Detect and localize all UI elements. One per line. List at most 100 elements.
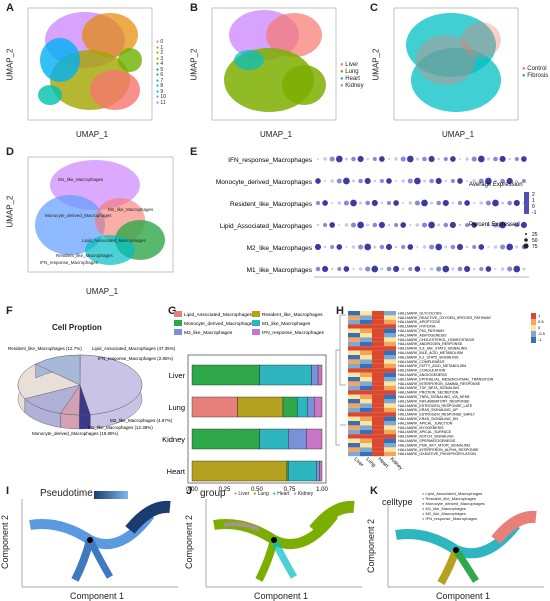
heat-scale-tick: -0.5 xyxy=(538,331,546,336)
legend-dot: ● xyxy=(234,491,239,497)
dot xyxy=(401,244,406,250)
panel-a-xlabel: UMAP_1 xyxy=(76,130,109,139)
heatmap-cell xyxy=(348,377,360,382)
dot xyxy=(416,246,419,248)
dot xyxy=(366,223,370,227)
legend-dot: ● xyxy=(422,516,426,521)
heatmap-cell xyxy=(372,363,384,369)
legend-dot: ● xyxy=(422,501,426,506)
dotplot-row-label: Monocyte_derived_Macrophages xyxy=(216,179,313,186)
legend-label: 3 xyxy=(160,55,164,62)
dot xyxy=(378,221,385,229)
dot xyxy=(408,266,413,272)
legend-dot: ● xyxy=(156,61,161,67)
dot xyxy=(358,244,364,250)
dot xyxy=(494,268,497,270)
pathway-label: HALLMARK_TGF_BETA_SIGNALING xyxy=(398,386,459,390)
panel-d-xlabel: UMAP_1 xyxy=(86,287,119,296)
dot xyxy=(451,267,455,271)
dot xyxy=(429,178,434,184)
dot xyxy=(372,222,378,228)
heatmap-cell xyxy=(348,434,360,439)
pathway-label: HALLMARK_REACTIVE_OXYGEN_SPECIES_PATHWAY xyxy=(398,316,492,320)
legend-label: Monocyte_derived_Macrophages xyxy=(425,501,485,506)
legend-label: M2_like_Macrophages xyxy=(184,330,233,336)
heat-scale-tick: 0 xyxy=(538,325,541,330)
panel-label-k: K xyxy=(370,485,378,497)
dot xyxy=(373,179,377,183)
legend-label: 9 xyxy=(160,88,164,95)
dot xyxy=(351,179,356,183)
dot xyxy=(501,201,505,205)
dot xyxy=(331,202,334,204)
heatmap-cell xyxy=(384,394,396,399)
bar-segment xyxy=(319,460,323,482)
panel-g-plot: Lipid_Associated_Macrophages Resident_lik… xyxy=(162,311,328,493)
dot xyxy=(388,158,390,160)
panel-c-umap: UMAP_1 UMAP_2 ● Control ● Fibrosis xyxy=(366,0,550,145)
legend-label: 2 xyxy=(160,50,164,56)
pathway-label: HALLMARK_NOTCH_SIGNALING xyxy=(398,435,454,439)
dot xyxy=(385,243,393,251)
dot xyxy=(515,245,519,249)
dot xyxy=(479,266,484,272)
heatmap-cell xyxy=(372,350,384,355)
panel-a-ylabel: UMAP_2 xyxy=(5,48,15,81)
dot xyxy=(499,155,506,163)
heatmap-cell xyxy=(384,333,396,338)
pathway-label: HALLMARK_COAGULATION xyxy=(398,369,446,373)
cluster-label: Lipid_Associated_Macrophages xyxy=(82,238,146,243)
panel-c-ylabel: UMAP_2 xyxy=(371,48,381,81)
heatmap-cell xyxy=(384,359,396,364)
heatmap-cell xyxy=(348,355,360,360)
heatmap-cell xyxy=(360,438,372,443)
dot xyxy=(400,222,407,228)
heatmap-cell xyxy=(384,421,396,426)
heatmap-cell xyxy=(348,403,360,408)
dot xyxy=(450,156,456,162)
dot xyxy=(443,156,448,162)
panel-d-ylabel: UMAP_2 xyxy=(5,195,15,228)
dot xyxy=(315,200,321,206)
dot xyxy=(437,223,441,227)
heatmap-cell xyxy=(384,324,396,329)
dot xyxy=(394,245,398,249)
heatmap-cell xyxy=(384,429,396,435)
legend-label: Heart xyxy=(345,76,360,82)
heatmap-cell xyxy=(372,355,384,360)
heatmap-cell xyxy=(348,390,360,395)
legend-title-pct: Percent Expressed xyxy=(469,222,520,228)
dot xyxy=(436,266,442,272)
heatmap-cell xyxy=(372,341,384,347)
legend-label: Lipid_Associated_Macrophages xyxy=(425,491,483,496)
dot xyxy=(473,202,476,204)
legend-item: ● 8 xyxy=(156,83,166,90)
panel-j-trajectory: group ● Liver ● Lung ● Heart ● Kidney Compo… xyxy=(184,485,368,601)
heatmap-cell xyxy=(372,403,384,408)
dot xyxy=(394,157,398,161)
dot xyxy=(471,222,478,228)
bar-category-label: Heart xyxy=(167,467,186,476)
legend-label: Kidney xyxy=(297,491,314,497)
legend-dot: ● xyxy=(156,99,161,106)
dot xyxy=(465,245,469,249)
heatmap-cell xyxy=(348,372,360,377)
dot xyxy=(513,265,521,273)
dot xyxy=(507,266,513,272)
dot xyxy=(406,155,414,163)
dot xyxy=(386,178,392,184)
legend-dot: ● xyxy=(156,77,161,84)
dot xyxy=(400,156,406,162)
dot xyxy=(322,265,329,273)
legend-item: ● IFN_response_Macrophages xyxy=(422,516,550,521)
panel-label-g: G xyxy=(168,305,177,317)
legend-item: ● 9 xyxy=(156,88,166,96)
panel-d-umap: M1_like_Macrophages Monocyte_derived_Macr… xyxy=(0,145,184,300)
heatmap-cell xyxy=(360,447,372,452)
heatmap-cell xyxy=(360,434,372,439)
pathway-label: HALLMARK_INTERFERON_ALPHA_RESPONSE xyxy=(398,448,479,452)
heatmap-cell xyxy=(348,350,360,355)
pathway-label: HALLMARK_PROTEIN_SECRETION xyxy=(398,391,459,395)
dot xyxy=(507,200,512,206)
heatmap-cell xyxy=(372,359,384,364)
